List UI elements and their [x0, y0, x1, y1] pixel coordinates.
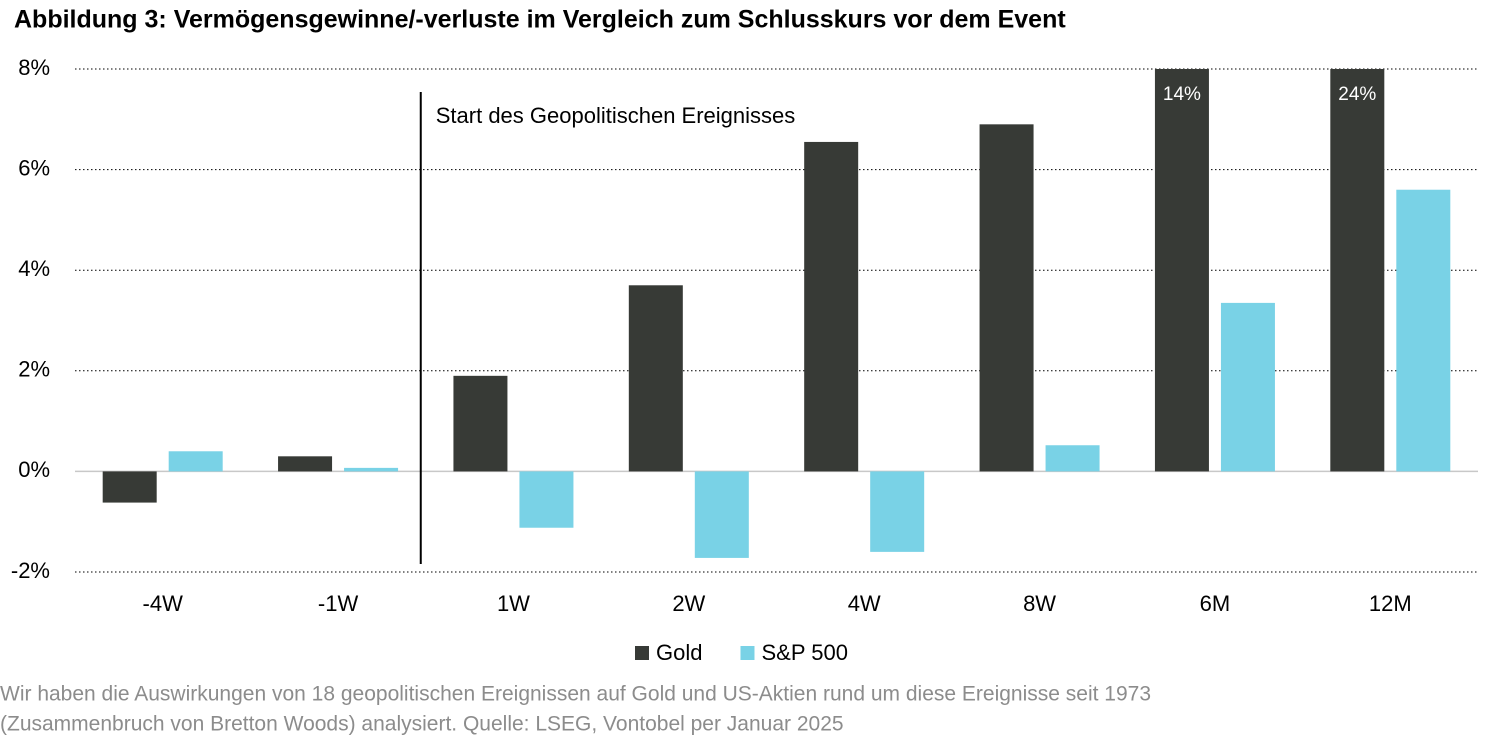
bar: [1154, 69, 1209, 472]
plot-area: [102, 69, 1451, 558]
x-tick-label: 12M: [1369, 591, 1412, 616]
footnote: (Zusammenbruch von Bretton Woods) analys…: [0, 713, 844, 736]
x-tick-label: 2W: [672, 591, 705, 616]
footnote: Wir haben die Auswirkungen von 18 geopol…: [0, 683, 1151, 706]
bar: [870, 471, 925, 552]
annotation: Start des Geopolitischen Ereignisses: [436, 103, 796, 128]
x-tick-label: 6M: [1200, 591, 1231, 616]
bar: [344, 467, 399, 472]
bar: [979, 124, 1034, 472]
y-tick-label: 6%: [18, 155, 50, 180]
y-tick-label: 2%: [18, 357, 50, 382]
x-tick-label: 4W: [848, 591, 881, 616]
x-tick-label: -1W: [318, 591, 359, 616]
value-label: 14%: [1163, 84, 1201, 105]
bar: [1220, 302, 1275, 472]
legend-label: Gold: [656, 640, 702, 665]
legend-swatch: [740, 646, 755, 660]
bar: [1396, 189, 1451, 472]
bar: [519, 471, 574, 528]
bar: [278, 456, 333, 472]
y-tick-label: 0%: [18, 457, 50, 482]
bar: [1330, 69, 1385, 472]
bar: [1045, 445, 1100, 472]
bar: [102, 471, 157, 503]
bar: [694, 471, 749, 558]
y-tick-label: 8%: [18, 55, 50, 80]
x-tick-label: 1W: [497, 591, 530, 616]
legend-swatch: [635, 646, 649, 660]
x-tick-label: -4W: [143, 591, 184, 616]
y-tick-label: -2%: [11, 558, 50, 583]
bar: [628, 285, 683, 472]
x-tick-label: 8W: [1023, 591, 1056, 616]
chart-title: Abbildung 3: Vermögensgewinne/-verluste …: [14, 6, 1066, 34]
bar: [453, 375, 508, 472]
bar: [168, 451, 223, 472]
y-tick-label: 4%: [18, 256, 50, 281]
value-label: 24%: [1338, 84, 1376, 105]
legend-label: S&P 500: [761, 640, 847, 665]
bar: [804, 141, 859, 472]
